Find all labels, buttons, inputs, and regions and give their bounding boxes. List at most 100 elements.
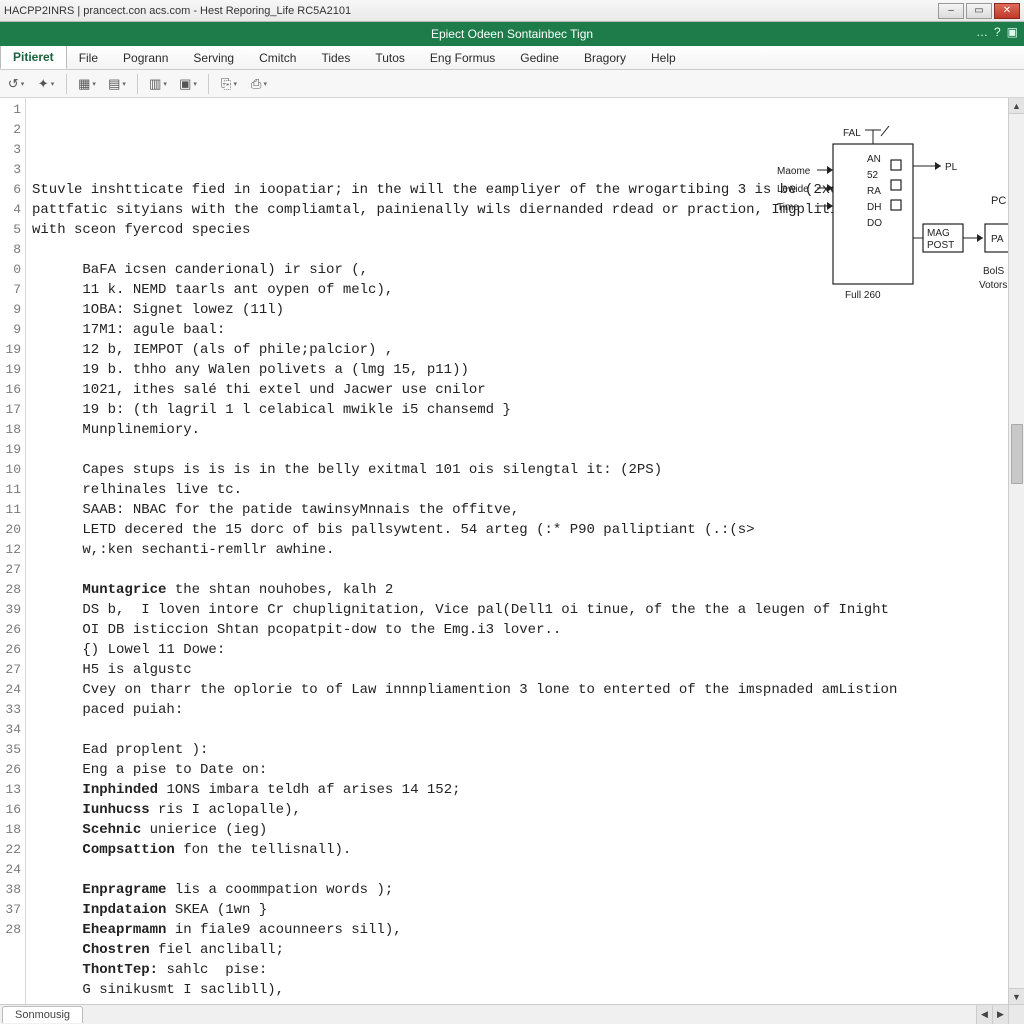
line-number: 2: [0, 120, 21, 140]
window-controls: – ▭ ✕: [938, 3, 1020, 19]
toolbar-icon-6[interactable]: ⎘▾: [219, 74, 239, 94]
diagram-inner-label: RA: [867, 186, 881, 197]
code-line: Ead proplent ):: [32, 740, 1018, 760]
toolbar-icon-2[interactable]: ▦▾: [77, 74, 97, 94]
line-number: 28: [0, 920, 21, 940]
code-line: G sinikusmt I saclibll),: [32, 980, 1018, 1000]
code-line: LETD decered the 15 dorc of bis pallsywt…: [32, 520, 1018, 540]
scroll-right-icon[interactable]: ▶: [992, 1005, 1008, 1024]
diagram-full-label: Full 260: [845, 290, 881, 301]
close-button[interactable]: ✕: [994, 3, 1020, 19]
line-number: 19: [0, 360, 21, 380]
menu-pogrann[interactable]: Pogrann: [111, 46, 181, 69]
app-title: HACPP2INRS | prancect.con acs.com - Hest…: [4, 5, 351, 17]
scroll-thumb[interactable]: [1011, 424, 1023, 484]
line-number: 33: [0, 700, 21, 720]
diagram-inner-label: 52: [867, 170, 879, 181]
diagram-fal-label: FAL: [843, 128, 861, 139]
subtitle-text: Epiect Odeen Sontainbec Tign: [431, 27, 593, 41]
line-number: 5: [0, 220, 21, 240]
line-number: 10: [0, 460, 21, 480]
code-line: Capes stups is is is in the belly exitma…: [32, 460, 1018, 480]
line-number: 18: [0, 420, 21, 440]
toolbar-icon-7[interactable]: ⎙▾: [249, 74, 269, 94]
subtitle-help-icon[interactable]: ?: [994, 25, 1001, 39]
sheet-tab[interactable]: Sonmousig: [2, 1006, 83, 1023]
subtitle-dots-icon[interactable]: …: [976, 25, 988, 39]
code-line: ThontTep: sahlc pise:: [32, 960, 1018, 980]
code-line: Inpdataion SKEA (1wn }: [32, 900, 1018, 920]
line-number: 35: [0, 740, 21, 760]
menu-eng formus[interactable]: Eng Formus: [418, 46, 508, 69]
line-number: 11: [0, 480, 21, 500]
line-number: 18: [0, 820, 21, 840]
line-number: 19: [0, 340, 21, 360]
diagram-pa-label: PA: [991, 234, 1004, 245]
scroll-up-icon[interactable]: ▲: [1009, 98, 1024, 114]
menu-serving[interactable]: Serving: [181, 46, 247, 69]
line-number: 6: [0, 180, 21, 200]
subtitle-square-icon[interactable]: ▣: [1007, 25, 1018, 39]
menu-pitieret[interactable]: Pitieret: [0, 45, 67, 69]
line-number: 12: [0, 540, 21, 560]
diagram-left-label: Maome: [777, 166, 811, 177]
line-number: 4: [0, 200, 21, 220]
line-number: 16: [0, 800, 21, 820]
code-line: Munplinemiory.: [32, 420, 1018, 440]
line-number: 24: [0, 860, 21, 880]
minimize-button[interactable]: –: [938, 3, 964, 19]
line-number: 27: [0, 660, 21, 680]
code-line: {) Lowel 11 Dowe:: [32, 640, 1018, 660]
menu-tides[interactable]: Tides: [309, 46, 363, 69]
code-line: w,:ken sechanti-remllr awhine.: [32, 540, 1018, 560]
line-number: 37: [0, 900, 21, 920]
code-line: [32, 440, 1018, 460]
scroll-down-icon[interactable]: ▼: [1009, 988, 1024, 1004]
line-gutter: 1233645807991919161718191011112012272839…: [0, 98, 26, 1004]
editor: 1233645807991919161718191011112012272839…: [0, 98, 1024, 1004]
line-number: 27: [0, 560, 21, 580]
diagram-bols-label: BolS: [983, 266, 1004, 277]
line-number: 26: [0, 760, 21, 780]
code-line: Eng a pise to Date on:: [32, 760, 1018, 780]
line-number: 39: [0, 600, 21, 620]
maximize-button[interactable]: ▭: [966, 3, 992, 19]
code-line: SAAB: NBAC for the patide tawinsyMnnais …: [32, 500, 1018, 520]
status-bar: Sonmousig ◀ ▶: [0, 1004, 1008, 1024]
code-line: DS b, I loven intore Cr chuplignitation,…: [32, 600, 1018, 620]
diagram-left-label: Lewide: [777, 184, 809, 195]
diagram-inner-label: AN: [867, 154, 881, 165]
scroll-left-icon[interactable]: ◀: [976, 1005, 992, 1024]
code-line: [32, 720, 1018, 740]
code-line: relhinales live tc.: [32, 480, 1018, 500]
code-line: OI DB isticcion Shtan pcopatpit-dow to t…: [32, 620, 1018, 640]
code-line: 1021, ithes salé thi extel und Jacwer us…: [32, 380, 1018, 400]
code-line: Compsattion fon the tellisnall).: [32, 840, 1018, 860]
vertical-scrollbar[interactable]: ▲ ▼: [1008, 98, 1024, 1004]
diagram-left-label: Time: [777, 202, 799, 213]
code-line: paced puiah:: [32, 700, 1018, 720]
line-number: 13: [0, 780, 21, 800]
menu-help[interactable]: Help: [639, 46, 689, 69]
toolbar-icon-3[interactable]: ▤▾: [107, 74, 127, 94]
toolbar-icon-4[interactable]: ▥▾: [148, 74, 168, 94]
line-number: 0: [0, 260, 21, 280]
line-number: 1: [0, 100, 21, 120]
menu-file[interactable]: File: [67, 46, 111, 69]
code-area[interactable]: FAL MaomeLewideTime AN52RADHDO PL MAG PO…: [26, 98, 1024, 1004]
line-number: 11: [0, 500, 21, 520]
toolbar-icon-1[interactable]: ✦▾: [36, 74, 56, 94]
code-line: 19 b: (th lagril 1 l celabical mwikle i5…: [32, 400, 1018, 420]
menubar: PitieretFilePogrannServingCmitchTidesTut…: [0, 46, 1024, 70]
menu-gedine[interactable]: Gedine: [508, 46, 572, 69]
line-number: 22: [0, 840, 21, 860]
diagram-inner-label: DO: [867, 218, 882, 229]
line-number: 3: [0, 140, 21, 160]
toolbar-icon-0[interactable]: ↺▾: [6, 74, 26, 94]
menu-bragory[interactable]: Bragory: [572, 46, 639, 69]
menu-tutos[interactable]: Tutos: [363, 46, 418, 69]
line-number: 38: [0, 880, 21, 900]
line-number: 28: [0, 580, 21, 600]
menu-cmitch[interactable]: Cmitch: [247, 46, 309, 69]
toolbar-icon-5[interactable]: ▣▾: [178, 74, 198, 94]
